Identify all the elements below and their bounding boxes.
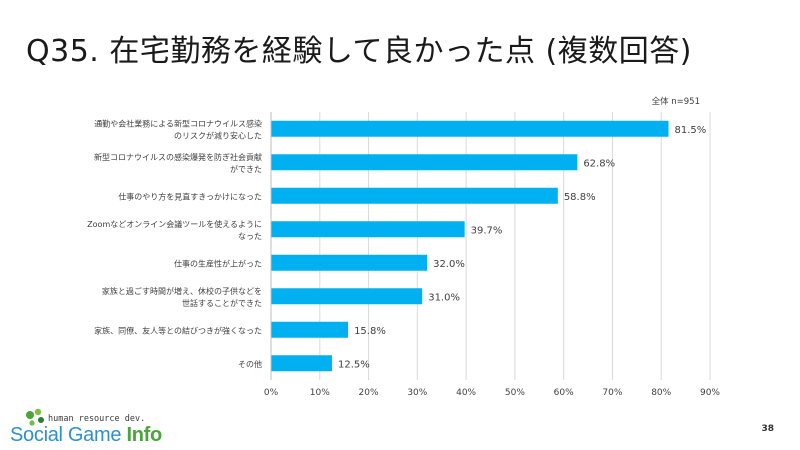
category-label: 家族、同僚、友人等との結びつきが強くなった [94, 325, 262, 335]
category-label-line: Zoomなどオンライン会議ツールを使えるように [87, 219, 262, 229]
category-label-line: 家族と過ごす時間が増え、休校の子供などを [102, 286, 262, 296]
x-tick-label: 40% [456, 388, 476, 398]
bar [271, 221, 465, 238]
category-label-line: 仕事のやり方を見直すきっかけになった [118, 191, 262, 201]
x-tick-label: 90% [700, 388, 720, 398]
bar [271, 120, 669, 137]
x-tick-label: 70% [602, 388, 622, 398]
social-game-info-logo: human resource dev. Social Game Info [6, 408, 176, 448]
sample-size-annotation: 全体 n=951 [652, 96, 700, 107]
category-label-line: 仕事の生産性が上がった [174, 258, 262, 268]
category-label: Zoomなどオンライン会議ツールを使えるようになった [87, 219, 262, 241]
bar [271, 288, 423, 305]
logo-tagline: human resource dev. [48, 414, 146, 424]
category-label-line: 世話することができた [182, 298, 262, 308]
category-label: 仕事の生産性が上がった [174, 258, 262, 268]
category-label-line: ができた [230, 164, 262, 174]
category-label-line: のリスクが減り安心した [174, 130, 262, 140]
x-tick-label: 50% [505, 388, 525, 398]
x-tick-label: 80% [651, 388, 671, 398]
category-label: その他 [238, 359, 262, 369]
category-label-line: 家族、同僚、友人等との結びつきが強くなった [94, 325, 262, 335]
x-tick-label: 30% [407, 388, 427, 398]
bar-value-label: 31.0% [428, 292, 460, 303]
logo-name-part2: Info [126, 424, 162, 446]
category-label: 仕事のやり方を見直すきっかけになった [118, 191, 262, 201]
bar [271, 154, 578, 171]
x-tick-label: 60% [554, 388, 574, 398]
category-label: 通勤や会社業務による新型コロナウイルス感染のリスクが減り安心した [94, 118, 262, 140]
bar [271, 187, 558, 204]
category-label-line: その他 [238, 359, 262, 369]
bar-value-label: 32.0% [433, 259, 465, 270]
bar-value-label: 12.5% [338, 359, 370, 370]
category-label-line: なった [238, 232, 262, 241]
bar-value-label: 15.8% [354, 326, 386, 337]
category-label: 家族と過ごす時間が増え、休校の子供などを世話することができた [102, 286, 262, 308]
x-tick-label: 20% [359, 388, 379, 398]
x-tick-label: 10% [310, 388, 330, 398]
bar-value-label: 39.7% [471, 225, 503, 236]
bar-value-label: 62.8% [583, 158, 615, 169]
logo-name: Social Game Info [10, 424, 162, 447]
page-number: 38 [761, 424, 774, 434]
bar-value-label: 58.8% [564, 192, 596, 203]
bar-value-label: 81.5% [675, 125, 707, 136]
category-label: 新型コロナウイルスの感染爆発を防ぎ社会貢献ができた [94, 152, 262, 174]
category-label-line: 新型コロナウイルスの感染爆発を防ぎ社会貢献 [94, 152, 262, 162]
logo-name-part1: Social Game [10, 424, 127, 446]
bar [271, 254, 428, 271]
bar [271, 355, 332, 372]
x-tick-label: 0% [264, 388, 279, 398]
bar [271, 321, 349, 338]
slide-title: Q35. 在宅勤務を経験して良かった点 (複数回答) [26, 34, 692, 69]
logo-dots-icon [26, 408, 44, 426]
category-label-line: 通勤や会社業務による新型コロナウイルス感染 [94, 118, 262, 128]
